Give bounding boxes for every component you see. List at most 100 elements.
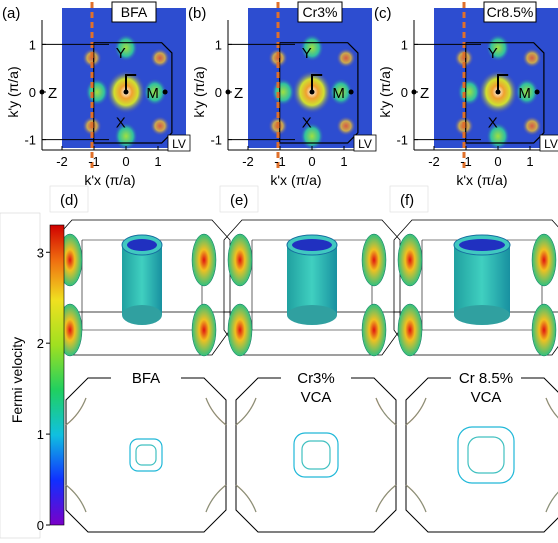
- x-tick-label: 1: [340, 154, 347, 169]
- corner-contour-2: [205, 484, 227, 513]
- y-tick-label: 0: [215, 85, 222, 100]
- corner-contour: [65, 484, 87, 513]
- corner-spot: [522, 116, 542, 136]
- caption-line1: BFA: [132, 370, 160, 387]
- central-cylinder: [287, 245, 337, 315]
- corner-contour-2: [375, 397, 397, 426]
- corner-contour: [205, 397, 227, 426]
- corner-pocket: [191, 233, 217, 287]
- corner-contour: [375, 484, 397, 513]
- m-point: [534, 89, 540, 95]
- green-spot: [514, 78, 539, 106]
- y-axis-label: k'y (π/a): [5, 66, 21, 117]
- bz-wireframe: [223, 219, 401, 356]
- y-tick-label: 1: [215, 37, 222, 52]
- x-axis-label: k'x (π/a): [84, 172, 135, 188]
- x-axis-label: k'x (π/a): [270, 172, 321, 188]
- corner-pocket: [397, 303, 423, 357]
- contour-panel: BFA: [65, 368, 227, 533]
- colorbar-tick-label: 0: [37, 518, 44, 533]
- m-point: [162, 89, 168, 95]
- green-spot: [328, 78, 353, 106]
- center-contour-outer: [129, 438, 163, 472]
- x-point-label: X: [488, 115, 498, 132]
- corner-pocket: [531, 233, 557, 287]
- corner-contour-2: [65, 397, 87, 426]
- corner-pocket: [227, 303, 253, 357]
- corner-pocket: [227, 233, 253, 287]
- bz-octagon: [65, 377, 227, 533]
- polarization-label: LV: [544, 137, 558, 151]
- corner-pocket: [191, 303, 217, 357]
- corner-contour-2: [545, 397, 558, 419]
- x-tick-label: -1: [460, 154, 472, 169]
- colorbar: Fermi velocity 3 2 1 0: [0, 212, 65, 539]
- corner-contour: [235, 397, 257, 426]
- brillouin-zone: [93, 42, 173, 144]
- cylinder-inner: [459, 239, 505, 251]
- polarization-label: LV: [358, 137, 372, 151]
- x-tick-label: 1: [526, 154, 533, 169]
- caption-line2: VCA: [471, 389, 502, 406]
- central-cylinder: [454, 245, 510, 315]
- corner-contour-2: [235, 484, 257, 513]
- colorbar-tick-label: 3: [37, 245, 44, 260]
- panel-tag-box: [389, 185, 429, 213]
- arpes-panel: 1 0 -1 -2 -1 0 1 Y X Z M LV (b) Cr3% k'y (π/a) k'x (π/a…: [188, 1, 377, 188]
- caption-line2: VCA: [301, 389, 332, 406]
- corner-contour: [205, 484, 227, 513]
- x-tick-label: 1: [154, 154, 161, 169]
- panel-label: (b): [188, 5, 206, 22]
- corner-contour-2: [65, 484, 87, 513]
- polarization-label: LV: [172, 137, 186, 151]
- x-tick-label: -1: [88, 154, 100, 169]
- panel-label: (e): [230, 192, 248, 209]
- sample-box: [297, 1, 343, 23]
- cylinder-inner: [292, 239, 332, 251]
- x-tick-label: 0: [494, 154, 501, 169]
- sample-box: [111, 1, 157, 23]
- center-contour-outer: [293, 432, 339, 478]
- panel-tag-box: [49, 185, 89, 213]
- y-tick-label: 1: [401, 37, 408, 52]
- m-point: [348, 89, 354, 95]
- arpes-panel: 1 0 -1 -2 -1 0 1 Y X Z M LV (c) Cr8.5% k'y (π/a) k'x (π…: [374, 1, 558, 188]
- sample-label: Cr8.5%: [487, 4, 534, 20]
- z-point-label: Z: [234, 85, 243, 102]
- fs3d-panel: (d): [49, 185, 231, 357]
- polarization-box: [167, 134, 191, 152]
- arpes-panel: 1 0 -1 -2 -1 0 1 Y X Z M LV (a) BFA k'y (π/a) k'x (π/a): [2, 1, 191, 188]
- panel-label: (c): [374, 5, 392, 22]
- green-spot: [486, 33, 510, 62]
- sample-box: [483, 1, 537, 23]
- corner-pocket: [361, 233, 387, 287]
- x-tick-label: -1: [274, 154, 286, 169]
- panel-label: (a): [2, 5, 20, 22]
- z-point: [39, 89, 45, 95]
- gamma-glyph: [497, 74, 509, 92]
- sample-label: Cr3%: [302, 4, 337, 20]
- center-contour-inner: [467, 436, 505, 474]
- green-spot: [85, 78, 110, 106]
- colorbar-label: Fermi velocity: [9, 337, 25, 423]
- bz-wireframe: [393, 219, 558, 356]
- y-tick-label: 1: [29, 37, 36, 52]
- m-point-label: M: [332, 85, 345, 102]
- corner-spot: [150, 116, 170, 136]
- x-point-label: X: [302, 115, 312, 132]
- brillouin-zone: [279, 42, 359, 144]
- panel-label: (f): [400, 192, 414, 209]
- m-point-label: M: [146, 85, 159, 102]
- x-tick-label: -2: [242, 154, 254, 169]
- gamma-glyph: [125, 74, 137, 92]
- caption-line1: Cr 8.5%: [459, 370, 513, 387]
- z-point: [411, 89, 417, 95]
- polarization-box: [353, 134, 377, 152]
- fs3d-panel: (e): [219, 185, 401, 357]
- corner-contour-2: [405, 484, 427, 513]
- cylinder-bottom: [454, 305, 510, 325]
- cylinder-bottom: [287, 305, 337, 325]
- contour-panel: Cr3% VCA: [235, 368, 397, 533]
- y-tick-label: 0: [29, 85, 36, 100]
